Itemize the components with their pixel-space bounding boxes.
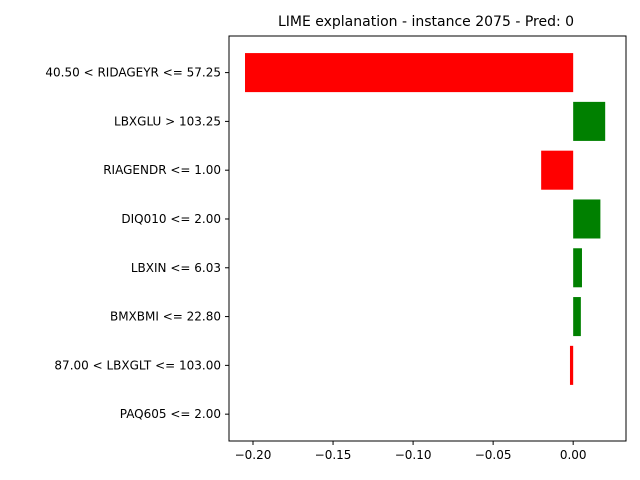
xtick-label-4: 0.00 [560,448,587,462]
bar-5 [573,297,581,337]
ytick-label-5: BMXBMI <= 22.80 [110,310,221,324]
bar-2 [541,150,574,190]
xtick-label-1: −0.15 [315,448,352,462]
ytick-label-4: LBXIN <= 6.03 [131,261,221,275]
chart-title: LIME explanation - instance 2075 - Pred:… [278,14,574,30]
xtick-label-0: −0.20 [235,448,272,462]
ytick-label-3: DIQ010 <= 2.00 [121,212,221,226]
labels-layer: 40.50 < RIDAGEYR <= 57.25 LBXGLU > 103.25… [45,66,586,462]
ytick-label-0: 40.50 < RIDAGEYR <= 57.25 [45,66,221,80]
bar-0 [245,53,574,93]
ytick-label-1: LBXGLU > 103.25 [114,114,221,128]
ytick-label-6: 87.00 < LBXGLT <= 103.00 [54,358,221,372]
xtick-label-3: −0.05 [475,448,512,462]
ytick-label-7: PAQ605 <= 2.00 [120,407,221,421]
plot-frame [228,35,627,442]
bars-layer [245,53,606,385]
bar-4 [573,248,582,288]
ytick-label-2: RIAGENDR <= 1.00 [103,163,221,177]
xtick-label-2: −0.10 [395,448,432,462]
axes-layer [225,35,627,445]
bar-6 [569,345,574,385]
bar-3 [573,199,601,239]
bar-1 [573,101,606,141]
